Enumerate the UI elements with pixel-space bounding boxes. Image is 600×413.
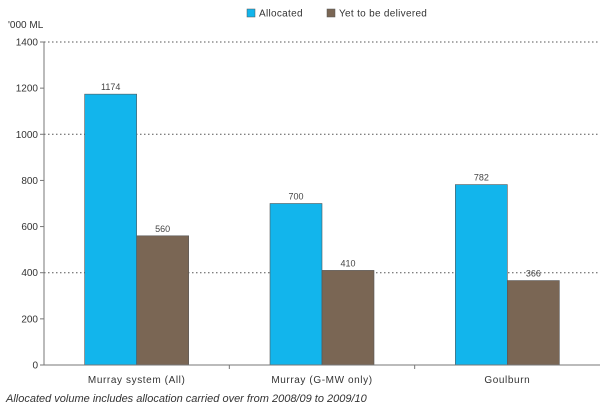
x-category-label-1: Murray (G-MW only): [271, 375, 372, 386]
bar-1-2: [507, 280, 560, 366]
x-category-label-0: Murray system (All): [88, 375, 186, 386]
legend: Allocated Yet to be delivered: [246, 8, 427, 20]
bar-chart: Allocated Yet to be delivered '000 ML 0 20…: [8, 8, 600, 386]
y-tick-label-600: 600: [21, 222, 38, 233]
y-tick-label-200: 200: [21, 314, 38, 325]
y-axis-unit-label: '000 ML: [8, 20, 44, 31]
legend-swatch-1: [326, 8, 336, 18]
bars: [84, 93, 560, 366]
y-tick-label-1000: 1000: [16, 130, 39, 141]
y-tick-label-1400: 1400: [16, 38, 39, 49]
data-label-1-1: 410: [340, 258, 355, 268]
y-tick-label-400: 400: [21, 268, 38, 279]
data-labels: 1174 560 700 410 782 366: [101, 82, 541, 278]
bar-0-0: [84, 93, 137, 366]
x-category-labels: Murray system (All) Murray (G-MW only) Gou…: [88, 375, 530, 386]
chart-caption: Allocated volume includes allocation car…: [6, 393, 367, 405]
data-label-0-1: 700: [288, 192, 303, 202]
y-tick-label-800: 800: [21, 176, 38, 187]
legend-label-1: Yet to be delivered: [339, 9, 427, 20]
bar-1-0: [136, 235, 189, 366]
x-category-label-2: Goulburn: [484, 375, 530, 386]
y-tick-label-0: 0: [32, 361, 38, 372]
bar-1-1: [321, 270, 375, 366]
bar-0-1: [269, 203, 323, 366]
data-label-1-0: 560: [155, 224, 170, 234]
bar-0-2: [455, 184, 508, 366]
legend-swatch-0: [246, 8, 256, 18]
data-label-1-2: 366: [526, 269, 541, 279]
y-tick-labels: 0 200 400 600 800 1000 1200 1400: [16, 38, 39, 372]
axes: [40, 41, 600, 369]
data-label-0-2: 782: [474, 173, 489, 183]
y-tick-label-1200: 1200: [16, 84, 39, 95]
legend-label-0: Allocated: [259, 9, 303, 20]
data-label-0-0: 1174: [101, 82, 120, 92]
